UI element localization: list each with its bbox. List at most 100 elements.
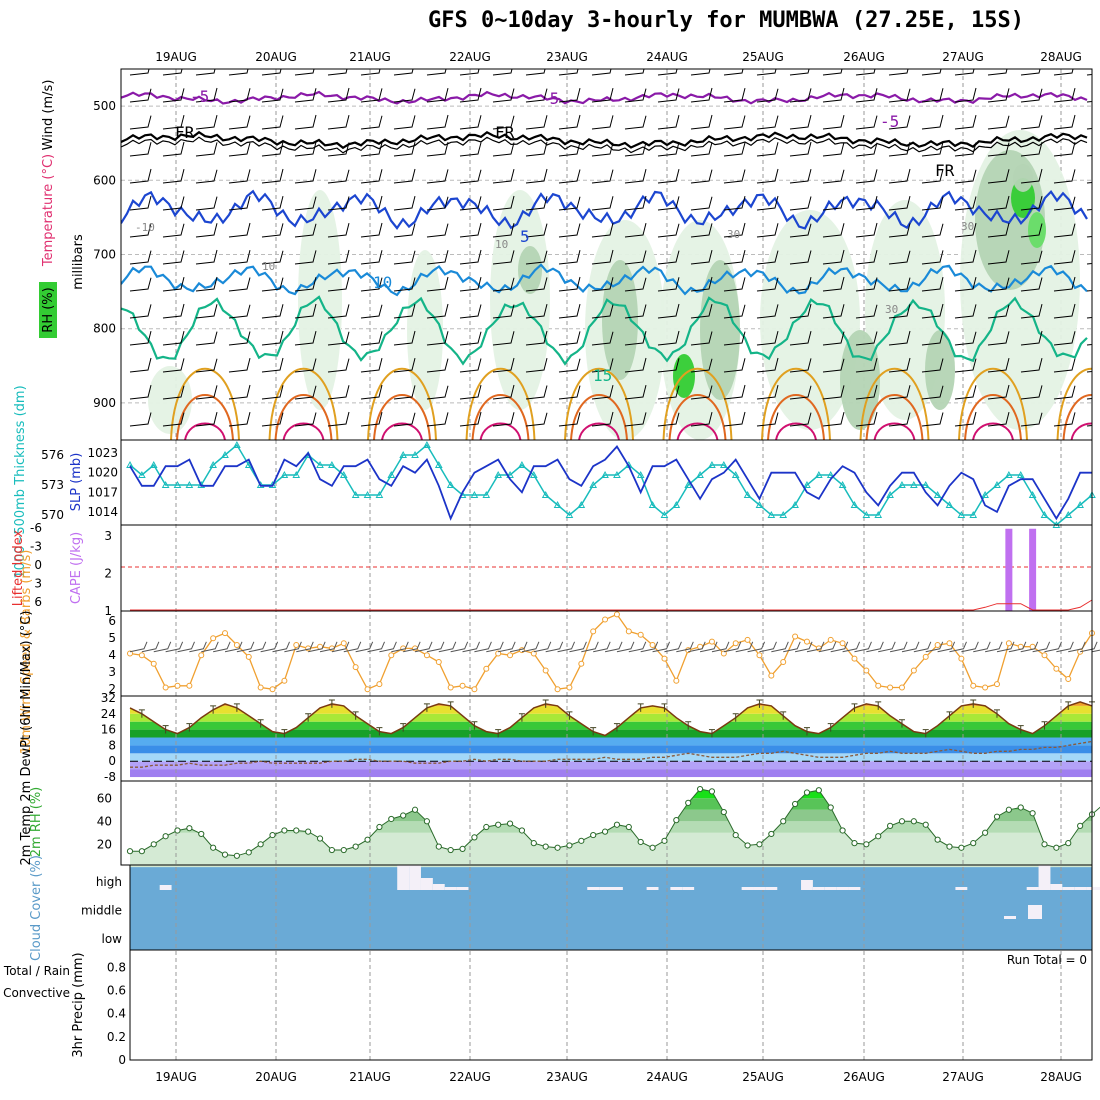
wind-barb <box>393 277 416 292</box>
wind-barb <box>822 223 845 238</box>
wind-barb <box>426 223 449 238</box>
warm-isotherm <box>282 422 325 440</box>
wind-barb <box>591 222 614 238</box>
temp-band <box>130 721 1092 730</box>
wind-barb <box>624 357 647 373</box>
wind-barb <box>558 250 581 265</box>
thickness-point <box>767 510 776 518</box>
wind-barb <box>855 115 878 130</box>
rh-point <box>970 840 977 847</box>
wind-barb <box>822 331 845 346</box>
wind-barb <box>360 384 383 400</box>
rh-point <box>875 833 882 840</box>
warm-isotherm <box>381 422 423 440</box>
rh-point <box>803 789 811 796</box>
wind-barb <box>723 142 746 157</box>
cloud-high-bar <box>611 887 623 890</box>
precip-tick: 0.6 <box>107 984 126 998</box>
thickness-point <box>743 490 752 498</box>
date-label-top: 28AUG <box>1040 50 1082 64</box>
temp-band <box>130 737 1092 746</box>
wind-barb-10m <box>747 641 766 653</box>
wind-barb <box>624 304 647 319</box>
wind-barb-10m <box>1044 641 1062 653</box>
wind-barb <box>591 196 614 211</box>
wind-barb <box>294 114 317 130</box>
wind-barb <box>789 330 812 346</box>
wind-speed-point <box>602 616 609 623</box>
wind-barb <box>459 196 482 211</box>
wind-barb <box>921 114 944 130</box>
thickness-point <box>1005 470 1013 478</box>
wind-barb <box>723 115 746 130</box>
wind-barb <box>789 141 812 157</box>
temp-band <box>130 769 1092 778</box>
wind-barb <box>657 412 680 427</box>
wind-barb <box>1086 316 1092 319</box>
wind-barb <box>1053 412 1076 427</box>
wind-speed-point <box>340 640 347 647</box>
temp-minmax-bar <box>613 723 620 732</box>
temp-color-bands <box>130 701 1092 778</box>
wind-barb <box>954 276 977 292</box>
temp-minmax-bar <box>922 729 929 738</box>
wind-barb <box>756 142 779 157</box>
rh-point <box>946 843 953 850</box>
wind-speed-point <box>732 640 739 647</box>
wind-barb <box>525 141 548 157</box>
rh-point <box>210 844 217 851</box>
wind-barb <box>492 384 515 400</box>
contour-label: 5 <box>520 227 530 246</box>
thickness-point <box>636 470 645 478</box>
wind-barb <box>228 358 251 373</box>
warm-isotherm <box>471 394 530 440</box>
panel-frame-precip <box>129 949 1093 1061</box>
temp-minmax-bar <box>447 701 454 710</box>
wind-barb <box>426 276 449 292</box>
thickness-point <box>791 500 799 508</box>
cloud-high-bar <box>646 887 659 890</box>
wind-barb <box>294 358 317 373</box>
wind-barb <box>657 250 680 265</box>
wind-speed-point <box>803 638 810 645</box>
temp-minmax-bar <box>328 699 335 708</box>
contour-label: -10 <box>135 221 155 234</box>
lifted-axis-label: Lifted Index <box>11 529 26 606</box>
rh-point <box>886 822 894 829</box>
temp-minmax-bar <box>993 709 1000 718</box>
wind-barb <box>888 88 911 103</box>
wind-barb <box>525 277 548 292</box>
wind-barb <box>690 331 713 346</box>
wind-barb-10m <box>783 641 801 653</box>
wind-speed-point <box>993 681 1000 688</box>
temp-minmax-bar <box>162 725 169 734</box>
warm-isotherm <box>958 367 1028 440</box>
wind-barb <box>657 88 680 103</box>
warm-isotherm <box>268 367 339 440</box>
wind-barb <box>327 249 350 265</box>
temp2m-axis-label: 2m Temp 2m DewPt (6hr Min/Max) (°C) <box>19 611 34 866</box>
wind-barb <box>690 69 711 76</box>
wind-barb <box>228 142 251 157</box>
wind-barb <box>1020 168 1043 184</box>
temp-minmax-bar <box>590 727 597 736</box>
wind-barb <box>855 250 878 265</box>
thickness-point <box>233 440 241 448</box>
temp-minmax-bar <box>542 699 549 708</box>
wind-barb <box>129 195 152 211</box>
rh-point <box>435 843 442 850</box>
rh-point <box>590 831 597 839</box>
wind-barb <box>987 412 1010 427</box>
temp-band <box>130 705 1092 714</box>
wind-barb <box>756 168 779 184</box>
wind-barb <box>228 222 251 238</box>
thickness-point <box>613 470 621 478</box>
rh-point <box>958 844 965 851</box>
wind-barb <box>426 358 449 373</box>
wind-barb <box>327 87 350 103</box>
wind-barb <box>690 223 713 238</box>
warm-isotherm <box>668 394 727 440</box>
wind-barb <box>426 169 449 184</box>
thickness-point <box>553 500 562 508</box>
wind-barb-10m <box>628 641 647 653</box>
